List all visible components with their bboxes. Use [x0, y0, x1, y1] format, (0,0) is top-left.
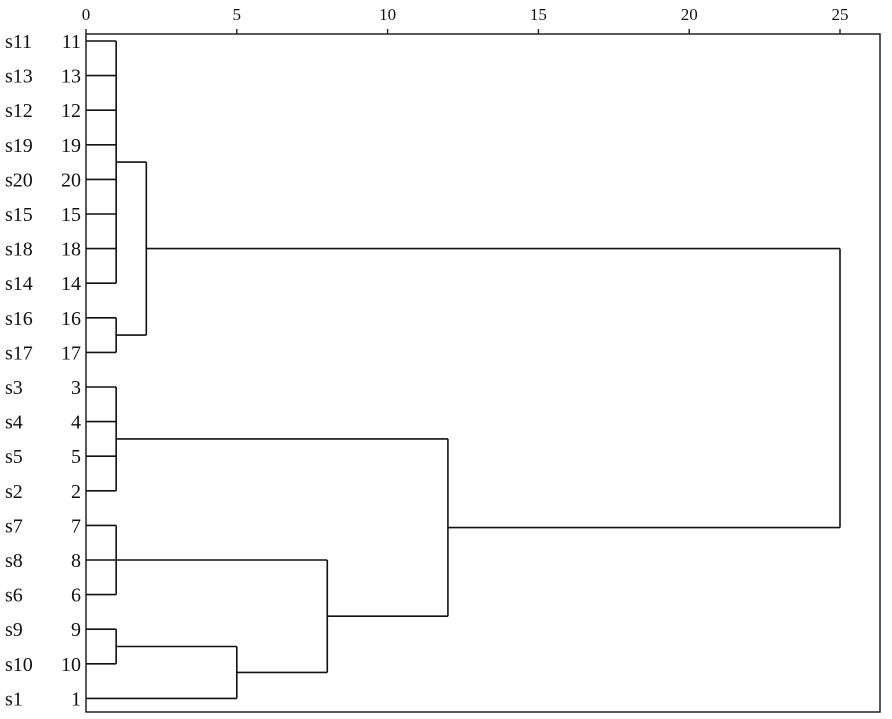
- case-label: 5: [71, 446, 81, 468]
- sample-label: s7: [5, 515, 23, 537]
- case-label: 16: [61, 308, 81, 330]
- case-label: 14: [61, 273, 81, 295]
- sample-label: s18: [5, 239, 33, 261]
- sample-label: s15: [5, 204, 33, 226]
- sample-label: s8: [5, 550, 23, 572]
- sample-label: s9: [5, 619, 23, 641]
- sample-label: s13: [5, 66, 33, 88]
- sample-label: s6: [5, 585, 23, 607]
- sample-label: s10: [5, 654, 33, 676]
- sample-label: s12: [5, 100, 33, 122]
- case-label: 18: [61, 239, 81, 261]
- x-tick-label: 0: [82, 5, 91, 24]
- case-label: 12: [61, 100, 81, 122]
- sample-label: s1: [5, 688, 23, 710]
- x-tick-label: 20: [681, 5, 698, 24]
- case-label: 20: [61, 169, 81, 191]
- case-label: 8: [71, 550, 81, 572]
- case-label: 19: [61, 135, 81, 157]
- case-label: 4: [71, 412, 81, 434]
- case-label: 10: [61, 654, 81, 676]
- x-tick-label: 25: [832, 5, 849, 24]
- sample-label: s14: [5, 273, 33, 295]
- sample-label: s11: [5, 31, 32, 53]
- case-label: 15: [61, 204, 81, 226]
- x-tick-label: 10: [379, 5, 396, 24]
- case-label: 9: [71, 619, 81, 641]
- sample-label: s19: [5, 135, 33, 157]
- case-label: 11: [62, 31, 81, 53]
- case-label: 1: [71, 688, 81, 710]
- sample-label: s5: [5, 446, 23, 468]
- sample-label: s16: [5, 308, 33, 330]
- x-tick-label: 5: [233, 5, 242, 24]
- sample-label: s4: [5, 412, 23, 434]
- case-label: 6: [71, 585, 81, 607]
- sample-label: s17: [5, 342, 33, 364]
- case-label: 3: [71, 377, 81, 399]
- sample-label: s2: [5, 481, 23, 503]
- sample-label: s3: [5, 377, 23, 399]
- x-tick-label: 15: [530, 5, 547, 24]
- case-label: 7: [71, 515, 81, 537]
- case-label: 2: [71, 481, 81, 503]
- sample-label: s20: [5, 169, 33, 191]
- case-label: 13: [61, 66, 81, 88]
- plot-frame: [85, 33, 881, 713]
- case-label: 17: [61, 342, 81, 364]
